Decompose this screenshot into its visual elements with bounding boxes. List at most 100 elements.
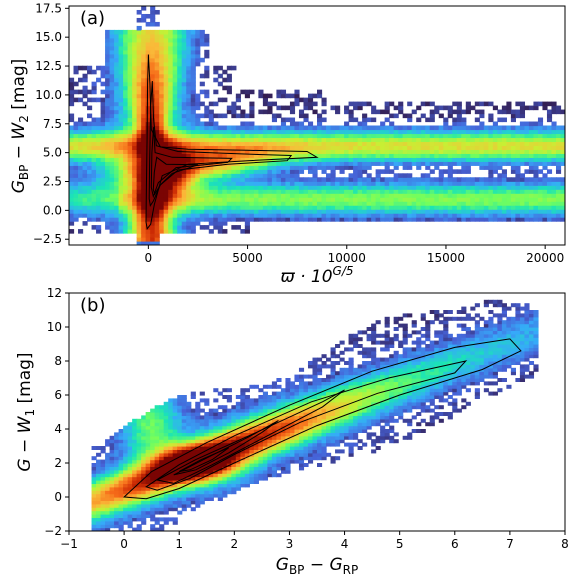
panel-a-density-cell (452, 201, 457, 206)
panel-b-density-cell (245, 473, 250, 477)
panel-a-density-cell (344, 213, 349, 218)
panel-a-density-cell (159, 70, 164, 75)
panel-a-density-cell (281, 209, 286, 214)
panel-a-density-cell (371, 189, 376, 194)
panel-a-density-cell (326, 153, 331, 158)
panel-a-density-cell (150, 66, 155, 71)
panel-a-density-cell (105, 50, 110, 55)
panel-a-density-cell (407, 173, 412, 178)
panel-a-density-cell (110, 217, 115, 222)
panel-a-density-cell (434, 201, 439, 206)
panel-a-density-cell (209, 177, 214, 182)
panel-b-density-cell (150, 409, 155, 413)
panel-a-density-cell (249, 189, 254, 194)
panel-a-density-cell (110, 153, 115, 158)
panel-a-density-cell (240, 165, 245, 170)
panel-a-density-cell (290, 181, 295, 186)
panel-a-density-cell (218, 66, 223, 71)
panel-a-density-cell (484, 213, 489, 218)
panel-a-density-cell (200, 213, 205, 218)
panel-a-density-cell (200, 173, 205, 178)
panel-b-density-cell (173, 398, 178, 402)
panel-a-density-cell (349, 205, 354, 210)
panel-a-density-cell (146, 38, 151, 43)
panel-a-density-cell (137, 10, 142, 15)
panel-a-density-cell (128, 189, 133, 194)
panel-a-density-cell (101, 177, 106, 182)
panel-a-density-cell (407, 193, 412, 198)
panel-b-density-cell (186, 402, 191, 406)
panel-a-x-tick-label: 20000 (526, 251, 564, 265)
panel-a-density-cell (276, 126, 281, 131)
panel-a-density-cell (421, 102, 426, 107)
panel-a-density-cell (524, 133, 529, 138)
panel-b-density-cell (146, 422, 151, 426)
panel-a-density-cell (466, 145, 471, 150)
panel-a-density-cell (412, 181, 417, 186)
panel-a-density-cell (547, 213, 552, 218)
panel-a-density-cell (376, 217, 381, 222)
panel-a-density-cell (164, 229, 169, 234)
panel-a-density-cell (227, 86, 232, 91)
panel-a-density-cell (443, 129, 448, 134)
panel-a-density-cell (520, 181, 525, 186)
panel-a-density-cell (281, 141, 286, 146)
panel-a-density-cell (173, 78, 178, 83)
panel-a-density-cell (123, 110, 128, 115)
panel-a-density-cell (317, 209, 322, 214)
panel-b-density-cell (114, 507, 119, 511)
panel-b-density-cell (222, 388, 227, 392)
panel-a-density-cell (285, 205, 290, 210)
panel-a-density-cell (128, 173, 133, 178)
panel-a-density-cell (110, 98, 115, 103)
panel-a-density-cell (119, 118, 124, 123)
panel-a-density-cell (551, 197, 556, 202)
panel-a-density-cell (394, 205, 399, 210)
panel-a-density-cell (380, 141, 385, 146)
panel-a-density-cell (349, 209, 354, 214)
panel-b-density-cell (137, 422, 142, 426)
panel-b-density-cell (132, 473, 137, 477)
panel-a-density-cell (317, 189, 322, 194)
panel-a-density-cell (466, 157, 471, 162)
panel-a-density-cell (83, 153, 88, 158)
panel-a-density-cell (78, 205, 83, 210)
panel-a-density-cell (542, 137, 547, 142)
panel-a-density-cell (173, 137, 178, 142)
panel-a-density-cell (74, 126, 79, 131)
panel-a-density-cell (416, 161, 421, 166)
panel-a-density-cell (556, 165, 561, 170)
panel-a-density-cell (182, 50, 187, 55)
panel-a-density-cell (538, 118, 543, 123)
panel-a-density-cell (457, 129, 462, 134)
panel-a-density-cell (308, 177, 313, 182)
panel-b-density-cell (308, 388, 313, 392)
panel-a-density-cell (159, 225, 164, 230)
panel-a-density-cell (123, 145, 128, 150)
panel-a-density-cell (159, 90, 164, 95)
panel-a-density-cell (335, 201, 340, 206)
panel-a-density-cell (182, 86, 187, 91)
panel-a-density-cell (186, 193, 191, 198)
panel-a-density-cell (394, 181, 399, 186)
panel-a-density-cell (448, 165, 453, 170)
panel-b-density-cell (173, 490, 178, 494)
panel-a-density-cell (556, 161, 561, 166)
panel-a-density-cell (141, 98, 146, 103)
panel-a-density-cell (272, 145, 277, 150)
panel-a-density-cell (412, 129, 417, 134)
panel-a-density-cell (195, 221, 200, 226)
panel-a-density-cell (326, 205, 331, 210)
panel-a-density-cell (308, 193, 313, 198)
panel-a-density-cell (204, 34, 209, 39)
panel-a-density-cell (497, 145, 502, 150)
panel-a-density-cell (119, 46, 124, 51)
panel-a-density-cell (367, 193, 372, 198)
panel-a-density-cell (110, 54, 115, 59)
panel-a-density-cell (412, 177, 417, 182)
panel-a-density-cell (227, 177, 232, 182)
panel-a-density-cell (470, 205, 475, 210)
panel-a-density-cell (448, 149, 453, 154)
panel-a-density-cell (538, 102, 543, 107)
panel-a-density-cell (191, 62, 196, 67)
